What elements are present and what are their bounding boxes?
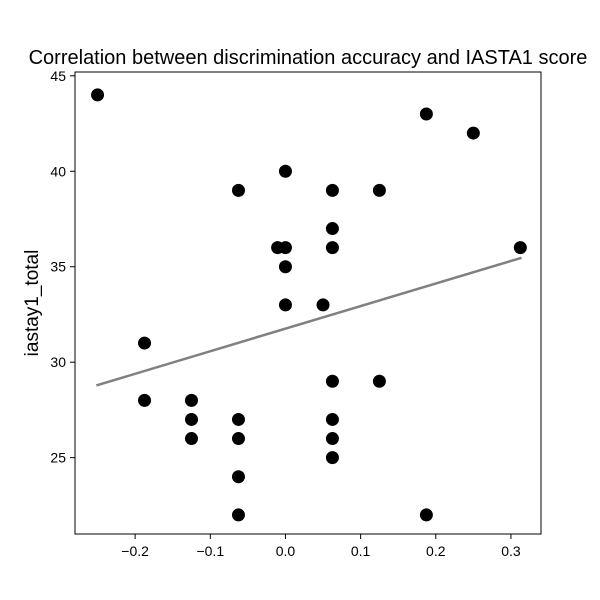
data-point [138,393,152,407]
data-point [278,260,292,274]
data-point [185,393,198,407]
y-tick-label: 35 [50,259,66,275]
y-tick-label: 40 [50,163,66,179]
plot-frame [74,71,542,535]
y-tick-label: 30 [50,354,66,370]
data-point [466,126,480,140]
y-axis: 25 30 35 40 45 [50,68,75,466]
data-point [278,241,292,255]
y-axis-label: iastay1_total [22,250,43,357]
x-axis: −0.2 −0.1 0.0 0.1 0.2 0.3 [121,534,521,559]
data-point [231,183,245,197]
data-point [513,241,527,255]
data-point [419,508,433,522]
plot-area [91,88,527,522]
data-point [325,451,339,465]
data-point [325,432,339,446]
chart-title: Correlation between discrimination accur… [29,47,588,69]
x-tick-label: 0.2 [426,543,446,559]
data-point [185,432,198,446]
x-tick-label: −0.1 [196,543,224,559]
data-point [325,222,339,236]
data-point [325,374,339,388]
data-point [91,88,105,102]
data-point [231,432,245,446]
data-point [419,107,433,121]
data-point [231,412,245,426]
x-tick-label: −0.2 [121,543,149,559]
data-point [231,508,245,522]
y-tick-label: 25 [50,450,66,466]
data-point [372,183,386,197]
x-tick-label: 0.0 [276,543,296,559]
x-tick-label: 0.1 [351,543,371,559]
data-point [316,298,330,312]
data-point [325,183,339,197]
y-tick-label: 45 [50,68,66,84]
data-point [278,164,292,178]
data-point [231,470,245,484]
trend-line [95,256,522,387]
data-point [372,374,386,388]
data-point [278,298,292,312]
data-point [138,336,152,350]
x-tick-label: 0.3 [501,543,521,559]
data-point [185,412,198,426]
data-point [325,241,339,255]
data-point [325,412,339,426]
